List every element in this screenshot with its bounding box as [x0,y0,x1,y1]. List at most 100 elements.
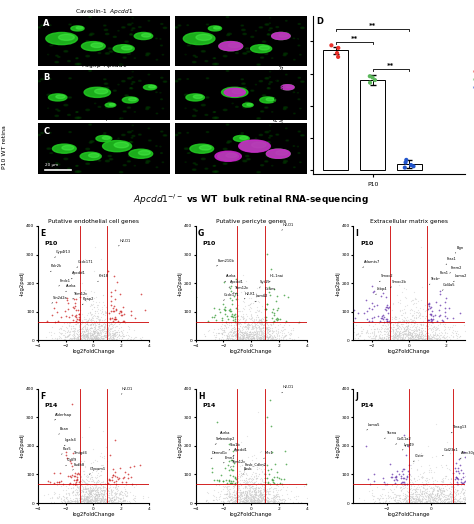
Circle shape [270,28,272,29]
Point [99,325,107,333]
Point [432,334,439,343]
Point [106,309,113,317]
Point [233,486,240,495]
Point [244,494,252,502]
Point [402,316,410,324]
Point [257,308,264,316]
Point [228,321,235,330]
Point [412,311,420,319]
Point [428,332,436,341]
Point [260,495,268,504]
Point [238,334,246,342]
Point [422,312,430,320]
Point [422,478,430,487]
Point [63,328,71,336]
Point [108,496,115,504]
Y-axis label: -log2padj: -log2padj [20,433,25,458]
Point [275,492,283,500]
Point [390,488,397,497]
Point [416,332,424,340]
Point [92,477,100,486]
Point [243,330,251,338]
Point [461,496,469,504]
Point [204,317,212,325]
Point [72,302,79,310]
Point [261,326,269,335]
Point [254,318,261,326]
Point [64,472,71,480]
Point [100,328,107,336]
Point [111,323,119,332]
Point [91,335,99,343]
Point [392,325,400,333]
Point [408,497,416,506]
Point [239,494,247,503]
Point [257,335,264,344]
Point [98,486,106,495]
Point [222,490,230,498]
Text: Ccdc171: Ccdc171 [223,293,240,300]
Point [238,329,246,337]
Point [232,493,239,501]
Point [98,497,106,506]
Point [228,334,236,342]
Point [446,333,453,341]
Point [99,308,106,316]
Point [238,328,246,336]
Point [106,326,114,335]
Point [425,333,433,342]
Point [118,318,125,326]
Point [257,493,264,501]
Point [439,477,447,486]
Point [253,335,260,343]
Circle shape [265,132,269,133]
Point [453,480,461,488]
Point [261,470,268,478]
Point [118,328,126,336]
Point [392,483,400,491]
Point [248,493,256,501]
Point [435,324,442,333]
Point [227,465,234,474]
Point [75,494,83,503]
Point [257,492,264,500]
Point [75,336,82,344]
Point [470,486,474,494]
Point [366,480,374,488]
Point [443,333,450,341]
Point [236,324,243,333]
Point [229,324,237,333]
Point [132,497,139,505]
Point [89,326,97,335]
Point [408,333,416,341]
Point [411,488,419,497]
Point [97,497,104,506]
Point [77,334,84,342]
Point [85,494,92,503]
Point [264,332,271,341]
Point [89,476,97,485]
Point [241,497,248,506]
Point [235,492,243,500]
Point [264,334,272,342]
Point [441,497,449,506]
Point [395,492,402,500]
Point [237,438,245,446]
Point [251,308,259,316]
Point [438,496,446,504]
Point [82,335,89,343]
Point [248,496,256,505]
Point [55,333,63,342]
Circle shape [265,53,268,54]
Point [270,493,278,501]
Point [106,495,114,504]
Point [239,497,247,506]
Point [98,322,105,330]
Point [413,493,421,501]
Point [232,334,239,343]
Point [97,496,104,505]
Point [80,477,87,485]
Point [405,334,412,342]
Text: Fam210b: Fam210b [217,259,234,266]
Point [73,489,81,498]
